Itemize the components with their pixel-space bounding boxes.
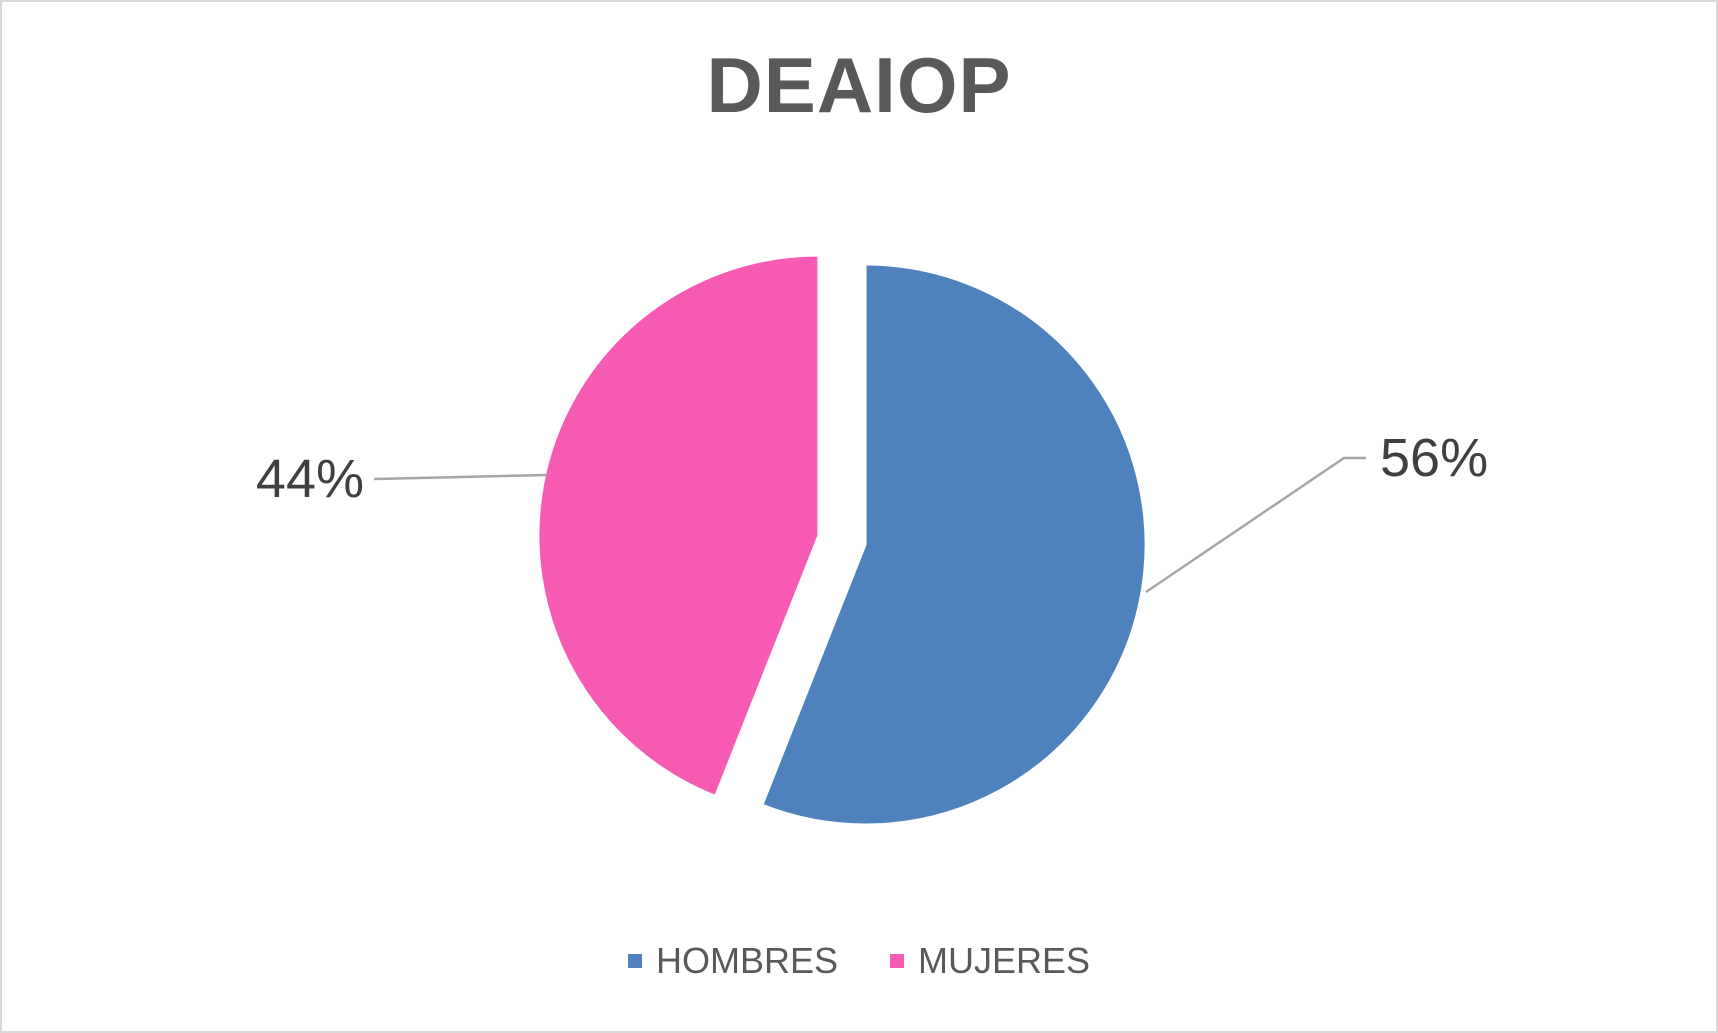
pie-slices <box>537 254 1147 826</box>
pie-slice-hombres[interactable] <box>761 263 1147 826</box>
legend-swatch-mujeres <box>890 954 904 968</box>
legend-label-hombres: HOMBRES <box>655 940 838 981</box>
data-label-mujeres: 44% <box>256 449 364 509</box>
leader-line-hombres <box>1145 456 1366 594</box>
data-label-hombres: 56% <box>1380 428 1488 488</box>
legend-item-hombres[interactable]: HOMBRES <box>627 940 838 982</box>
pie-slice-mujeres[interactable] <box>537 254 820 798</box>
leader-line-mujeres <box>373 473 548 481</box>
legend-swatch-hombres <box>627 954 642 968</box>
data-labels: 56% 44% <box>256 428 1488 509</box>
legend: HOMBRES MUJERES <box>2 940 1716 982</box>
chart-title: DEAIOP <box>706 41 1012 129</box>
legend-item-mujeres[interactable]: MUJERES <box>890 940 1090 982</box>
legend-label-mujeres: MUJERES <box>918 940 1091 981</box>
leader-lines <box>373 456 1366 594</box>
